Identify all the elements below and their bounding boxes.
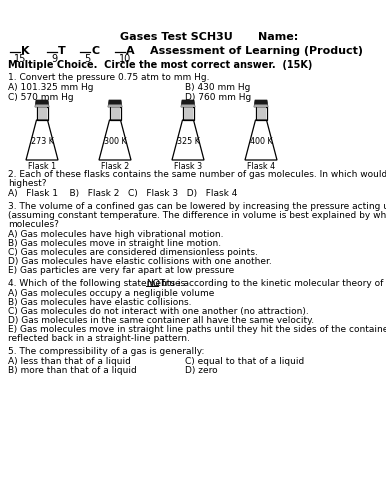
Text: 9: 9 [51, 54, 57, 64]
Text: Flask 1: Flask 1 [28, 162, 56, 171]
Text: C: C [91, 46, 99, 56]
Text: T: T [58, 46, 66, 56]
Polygon shape [35, 104, 49, 107]
Text: A) less than that of a liquid: A) less than that of a liquid [8, 357, 131, 366]
Text: A) Gas molecules have high vibrational motion.: A) Gas molecules have high vibrational m… [8, 230, 223, 239]
Text: Flask 4: Flask 4 [247, 162, 275, 171]
Polygon shape [257, 107, 266, 119]
Text: B) more than that of a liquid: B) more than that of a liquid [8, 366, 137, 375]
Text: 4. Which of the following statements is: 4. Which of the following statements is [8, 279, 188, 288]
Text: Gases Test SCH3U: Gases Test SCH3U [120, 32, 233, 42]
Text: C) equal to that of a liquid: C) equal to that of a liquid [185, 357, 304, 366]
Text: D) 760 mm Hg: D) 760 mm Hg [185, 93, 251, 102]
Text: highest?: highest? [8, 179, 46, 188]
Text: NOT: NOT [146, 279, 165, 288]
Text: 3. The volume of a confined gas can be lowered by increasing the pressure acting: 3. The volume of a confined gas can be l… [8, 202, 386, 211]
Text: (assuming constant temperature. The difference in volume is best explained by wh: (assuming constant temperature. The diff… [8, 211, 386, 220]
Text: A)   Flask 1    B)   Flask 2   C)   Flask 3   D)   Flask 4: A) Flask 1 B) Flask 2 C) Flask 3 D) Flas… [8, 189, 237, 198]
Text: B) 430 mm Hg: B) 430 mm Hg [185, 83, 251, 92]
Text: D) zero: D) zero [185, 366, 218, 375]
Text: 273 K: 273 K [30, 137, 53, 146]
Text: D) Gas molecules have elastic collisions with one another.: D) Gas molecules have elastic collisions… [8, 257, 272, 266]
Text: B) Gas molecules move in straight line motion.: B) Gas molecules move in straight line m… [8, 239, 221, 248]
Text: C) Gas molecules are considered dimensionless points.: C) Gas molecules are considered dimensio… [8, 248, 258, 257]
Text: B) Gas molecules have elastic collisions.: B) Gas molecules have elastic collisions… [8, 298, 191, 307]
Text: Assessment of Learning (Product): Assessment of Learning (Product) [150, 46, 363, 56]
Text: molecules?: molecules? [8, 220, 59, 229]
Text: A: A [126, 46, 135, 56]
Text: 5: 5 [84, 54, 90, 64]
Text: C) Gas molecules do not interact with one another (no attraction).: C) Gas molecules do not interact with on… [8, 307, 309, 316]
Polygon shape [37, 107, 46, 119]
Text: A) 101.325 mm Hg: A) 101.325 mm Hg [8, 83, 93, 92]
Text: 1. Convert the pressure 0.75 atm to mm Hg.: 1. Convert the pressure 0.75 atm to mm H… [8, 73, 210, 82]
Text: 10: 10 [119, 54, 131, 64]
Text: Flask 2: Flask 2 [101, 162, 129, 171]
Text: 2. Each of these flasks contains the same number of gas molecules. In which woul: 2. Each of these flasks contains the sam… [8, 170, 386, 179]
Text: Name:: Name: [258, 32, 298, 42]
Text: reflected back in a straight-line pattern.: reflected back in a straight-line patter… [8, 334, 190, 343]
Text: 325 K: 325 K [176, 137, 200, 146]
Polygon shape [254, 104, 268, 107]
Polygon shape [108, 104, 122, 107]
Text: Multiple Choice.  Circle the most correct answer.  (15K): Multiple Choice. Circle the most correct… [8, 60, 312, 70]
Text: E) Gas particles are very far apart at low pressure: E) Gas particles are very far apart at l… [8, 266, 234, 275]
Polygon shape [108, 100, 122, 107]
Text: C) 570 mm Hg: C) 570 mm Hg [8, 93, 74, 102]
Text: E) Gas molecules move in straight line paths until they hit the sides of the con: E) Gas molecules move in straight line p… [8, 325, 386, 334]
Polygon shape [110, 107, 120, 119]
Text: 400 K: 400 K [250, 137, 272, 146]
Polygon shape [35, 100, 49, 107]
Text: true according to the kinetic molecular theory of gases?: true according to the kinetic molecular … [159, 279, 386, 288]
Text: 15: 15 [14, 54, 26, 64]
Polygon shape [183, 107, 193, 119]
Text: A) Gas molecules occupy a negligible volume: A) Gas molecules occupy a negligible vol… [8, 289, 214, 298]
Text: K: K [21, 46, 29, 56]
Text: Flask 3: Flask 3 [174, 162, 202, 171]
Polygon shape [181, 104, 195, 107]
Text: 300 K: 300 K [104, 137, 126, 146]
Text: D) Gas molecules in the same container all have the same velocity.: D) Gas molecules in the same container a… [8, 316, 314, 325]
Polygon shape [254, 100, 268, 107]
Polygon shape [181, 100, 195, 107]
Text: 5. The compressibility of a gas is generally:: 5. The compressibility of a gas is gener… [8, 347, 204, 356]
